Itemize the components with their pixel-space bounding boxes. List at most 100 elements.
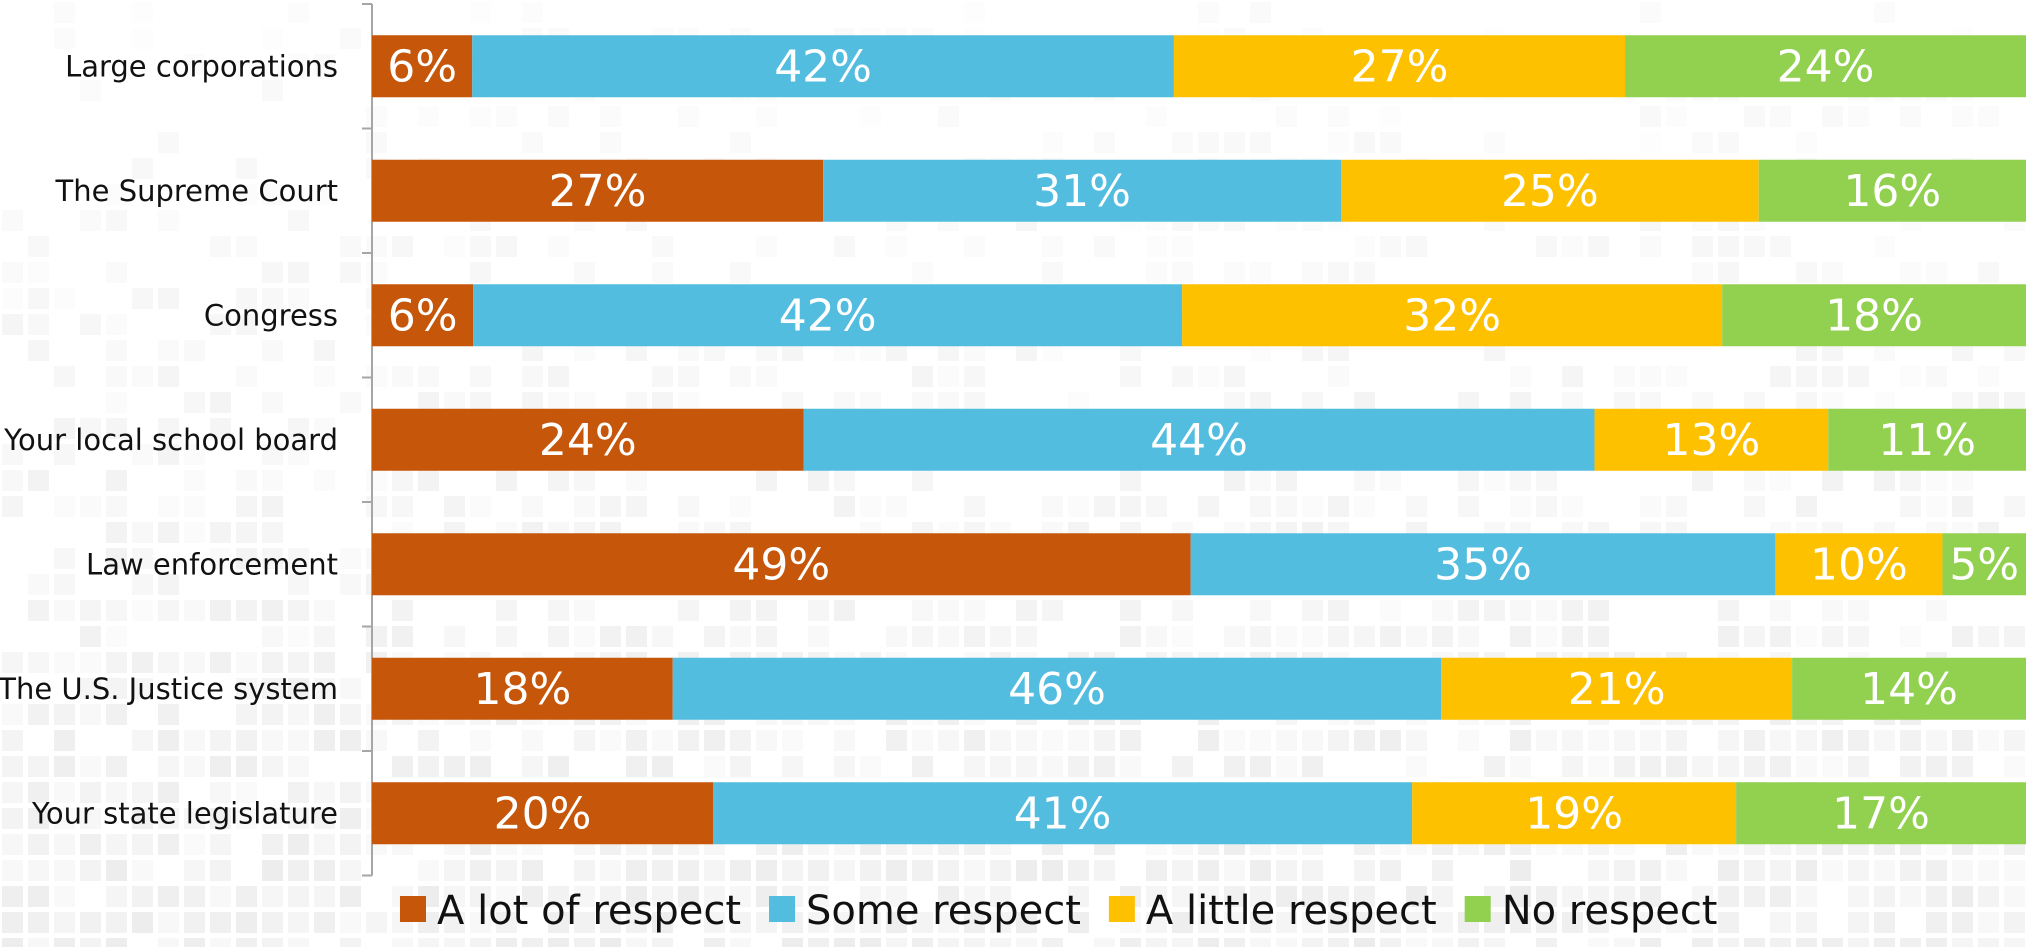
background-tile <box>1848 106 1869 127</box>
background-tile <box>132 652 153 673</box>
background-tile <box>262 886 283 907</box>
background-tile <box>1172 912 1193 933</box>
background-tile <box>1640 106 1661 127</box>
background-tile <box>1380 860 1401 881</box>
legend-swatch <box>1108 896 1135 922</box>
background-tile <box>938 366 959 387</box>
background-tile <box>1952 756 1973 777</box>
background-tile <box>262 340 283 361</box>
background-tile <box>28 938 49 947</box>
background-tile <box>756 236 777 257</box>
background-tile <box>1146 106 1167 127</box>
background-tile <box>548 470 569 491</box>
background-tile <box>678 496 699 517</box>
background-tile <box>340 886 361 907</box>
background-tile <box>522 496 543 517</box>
background-tile <box>158 418 179 439</box>
background-tile <box>158 210 179 231</box>
background-tile <box>626 496 647 517</box>
background-tile <box>1718 236 1739 257</box>
background-tile <box>54 782 75 803</box>
background-tile <box>1250 470 1271 491</box>
background-tile <box>1250 730 1271 751</box>
background-tile <box>912 626 933 647</box>
background-tile <box>626 626 647 647</box>
background-tile <box>132 158 153 179</box>
background-tile <box>1224 938 1245 947</box>
bar-segment <box>472 35 1174 98</box>
background-tile <box>1796 132 1817 153</box>
background-tile <box>1276 886 1297 907</box>
background-tile <box>262 912 283 933</box>
background-tile <box>340 548 361 569</box>
background-tile <box>158 132 179 153</box>
background-tile <box>54 28 75 49</box>
background-tile <box>1822 470 1843 491</box>
background-tile <box>938 106 959 127</box>
background-tile <box>496 106 517 127</box>
background-tile <box>990 938 1011 947</box>
background-tile <box>496 886 517 907</box>
background-tile <box>1874 2 1895 23</box>
background-tile <box>730 730 751 751</box>
background-tile <box>54 834 75 855</box>
background-tile <box>1562 912 1583 933</box>
background-tile <box>1224 912 1245 933</box>
background-tile <box>600 132 621 153</box>
legend-item: A little respect <box>1108 888 1437 934</box>
background-tile <box>1120 756 1141 777</box>
background-tile <box>522 860 543 881</box>
background-tile <box>470 938 491 947</box>
background-tile <box>1432 912 1453 933</box>
bar-segment <box>1736 782 2026 845</box>
background-tile <box>184 886 205 907</box>
background-tile <box>158 912 179 933</box>
bar-segment <box>803 408 1595 471</box>
bar-segment <box>823 159 1342 222</box>
background-tile <box>678 860 699 881</box>
background-tile <box>912 860 933 881</box>
background-tile <box>1250 600 1271 621</box>
background-tile <box>80 834 101 855</box>
background-tile <box>132 600 153 621</box>
background-tile <box>1302 938 1323 947</box>
background-tile <box>314 730 335 751</box>
data-label: 16% <box>1843 166 1941 217</box>
background-tile <box>132 444 153 465</box>
background-tile <box>444 236 465 257</box>
background-tile <box>1744 106 1765 127</box>
bar-segment <box>372 657 673 720</box>
background-tile <box>314 678 335 699</box>
bar-segment <box>1441 657 1793 720</box>
background-tile <box>574 626 595 647</box>
background-tile <box>886 938 907 947</box>
background-tile <box>1666 860 1687 881</box>
background-tile <box>1354 860 1375 881</box>
background-tile <box>340 808 361 829</box>
background-tile <box>340 860 361 881</box>
background-tile <box>600 496 621 517</box>
background-tile <box>1458 600 1479 621</box>
background-tile <box>1328 626 1349 647</box>
background-tile <box>106 314 127 335</box>
background-tile <box>288 756 309 777</box>
background-tile <box>1250 262 1271 283</box>
background-tile <box>184 54 205 75</box>
background-tile <box>548 938 569 947</box>
background-tile <box>262 938 283 947</box>
background-tile <box>470 860 491 881</box>
data-label: 19% <box>1525 788 1623 839</box>
background-tile <box>522 730 543 751</box>
background-tile <box>1874 938 1895 947</box>
background-tile <box>184 808 205 829</box>
bar-segment <box>1412 782 1737 845</box>
background-tile <box>1354 262 1375 283</box>
background-tile <box>1952 730 1973 751</box>
background-tile <box>288 54 309 75</box>
background-tile <box>522 886 543 907</box>
background-tile <box>2 470 23 491</box>
background-tile <box>132 834 153 855</box>
bar-segment <box>1942 533 2026 596</box>
background-tile <box>262 704 283 725</box>
background-tile <box>1796 912 1817 933</box>
